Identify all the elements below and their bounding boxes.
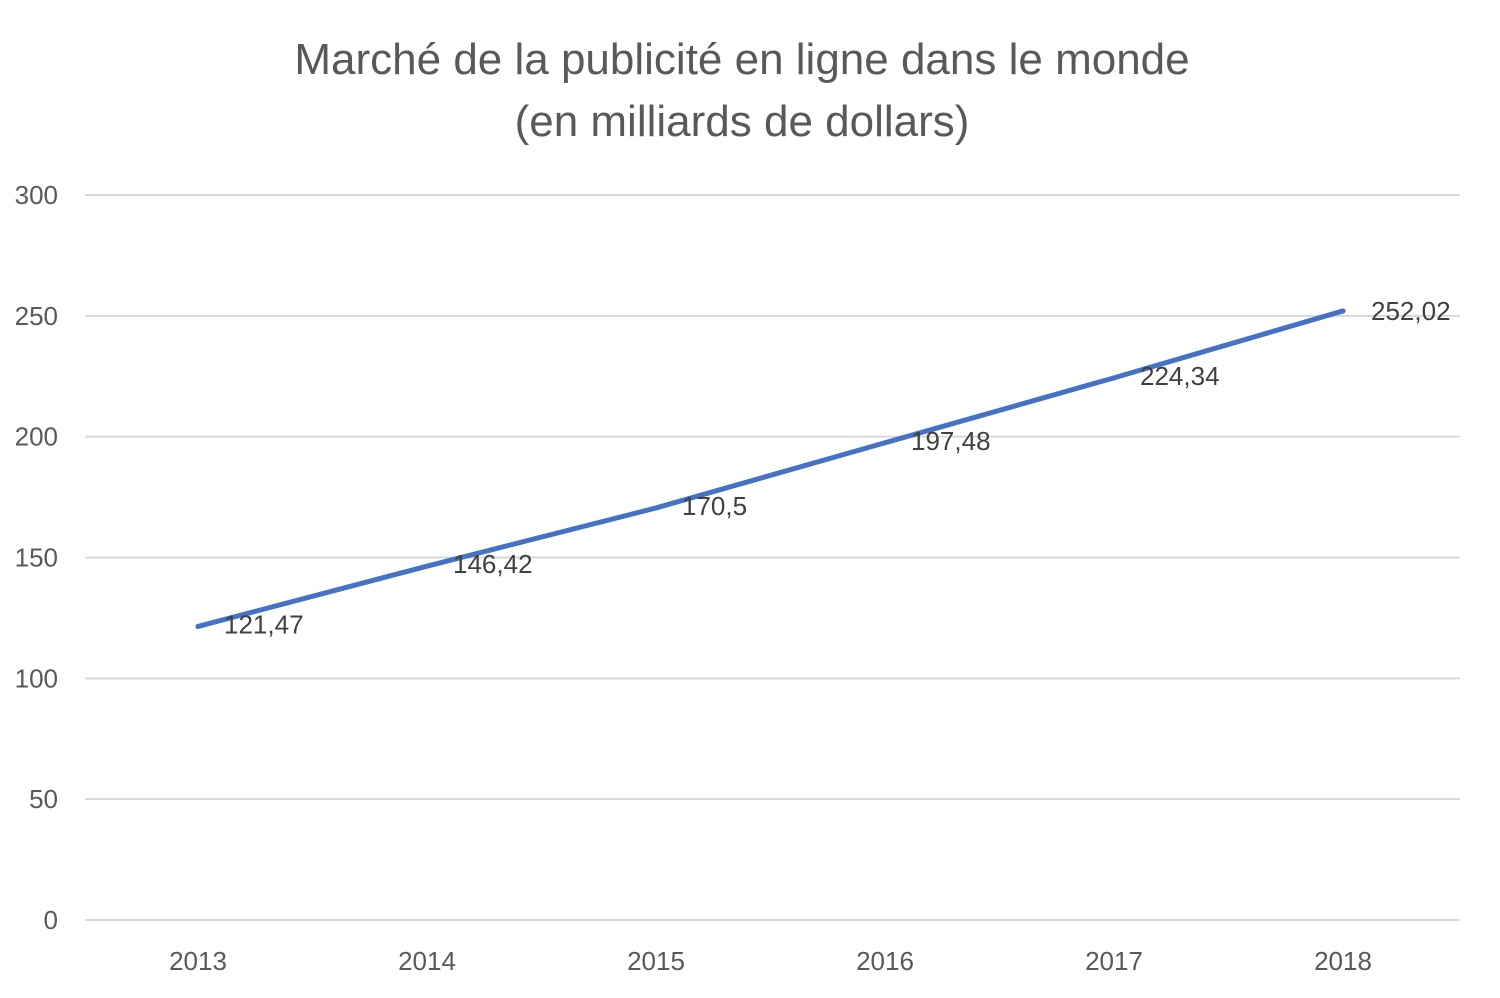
- series-layer: [195, 308, 1346, 629]
- data-point: [1340, 308, 1346, 314]
- x-tick-label: 2015: [627, 946, 685, 976]
- data-label: 252,02: [1371, 296, 1451, 326]
- x-tick-label: 2017: [1085, 946, 1143, 976]
- data-point: [195, 623, 201, 629]
- y-tick-label: 0: [44, 905, 58, 935]
- y-tick-label: 300: [15, 180, 58, 210]
- data-label: 121,47: [224, 609, 304, 639]
- data-point: [1111, 375, 1117, 381]
- data-label: 146,42: [453, 549, 533, 579]
- gridlines: [85, 194, 1460, 921]
- data-point: [424, 563, 430, 569]
- x-tick-label: 2014: [398, 946, 456, 976]
- chart-subtitle: (en milliards de dollars): [515, 97, 970, 146]
- chart-title: Marché de la publicité en ligne dans le …: [294, 35, 1189, 84]
- data-label: 170,5: [682, 491, 747, 521]
- y-tick-label: 150: [15, 543, 58, 573]
- x-axis-tick-labels: 2013 2014 2015 2016 2017 2018: [169, 946, 1372, 976]
- data-labels: 121,47 146,42 170,5 197,48 224,34 252,02: [224, 296, 1451, 639]
- y-tick-label: 200: [15, 422, 58, 452]
- x-tick-label: 2016: [856, 946, 914, 976]
- x-tick-label: 2018: [1314, 946, 1372, 976]
- y-axis-tick-labels: 0 50 100 150 200 250 300: [15, 180, 58, 935]
- y-tick-label: 250: [15, 301, 58, 331]
- series-line: [195, 308, 1346, 629]
- data-label: 224,34: [1140, 361, 1220, 391]
- x-tick-label: 2013: [169, 946, 227, 976]
- y-tick-label: 100: [15, 663, 58, 693]
- y-tick-label: 50: [29, 784, 58, 814]
- data-point: [882, 440, 888, 446]
- data-point: [653, 505, 659, 511]
- data-label: 197,48: [911, 426, 991, 456]
